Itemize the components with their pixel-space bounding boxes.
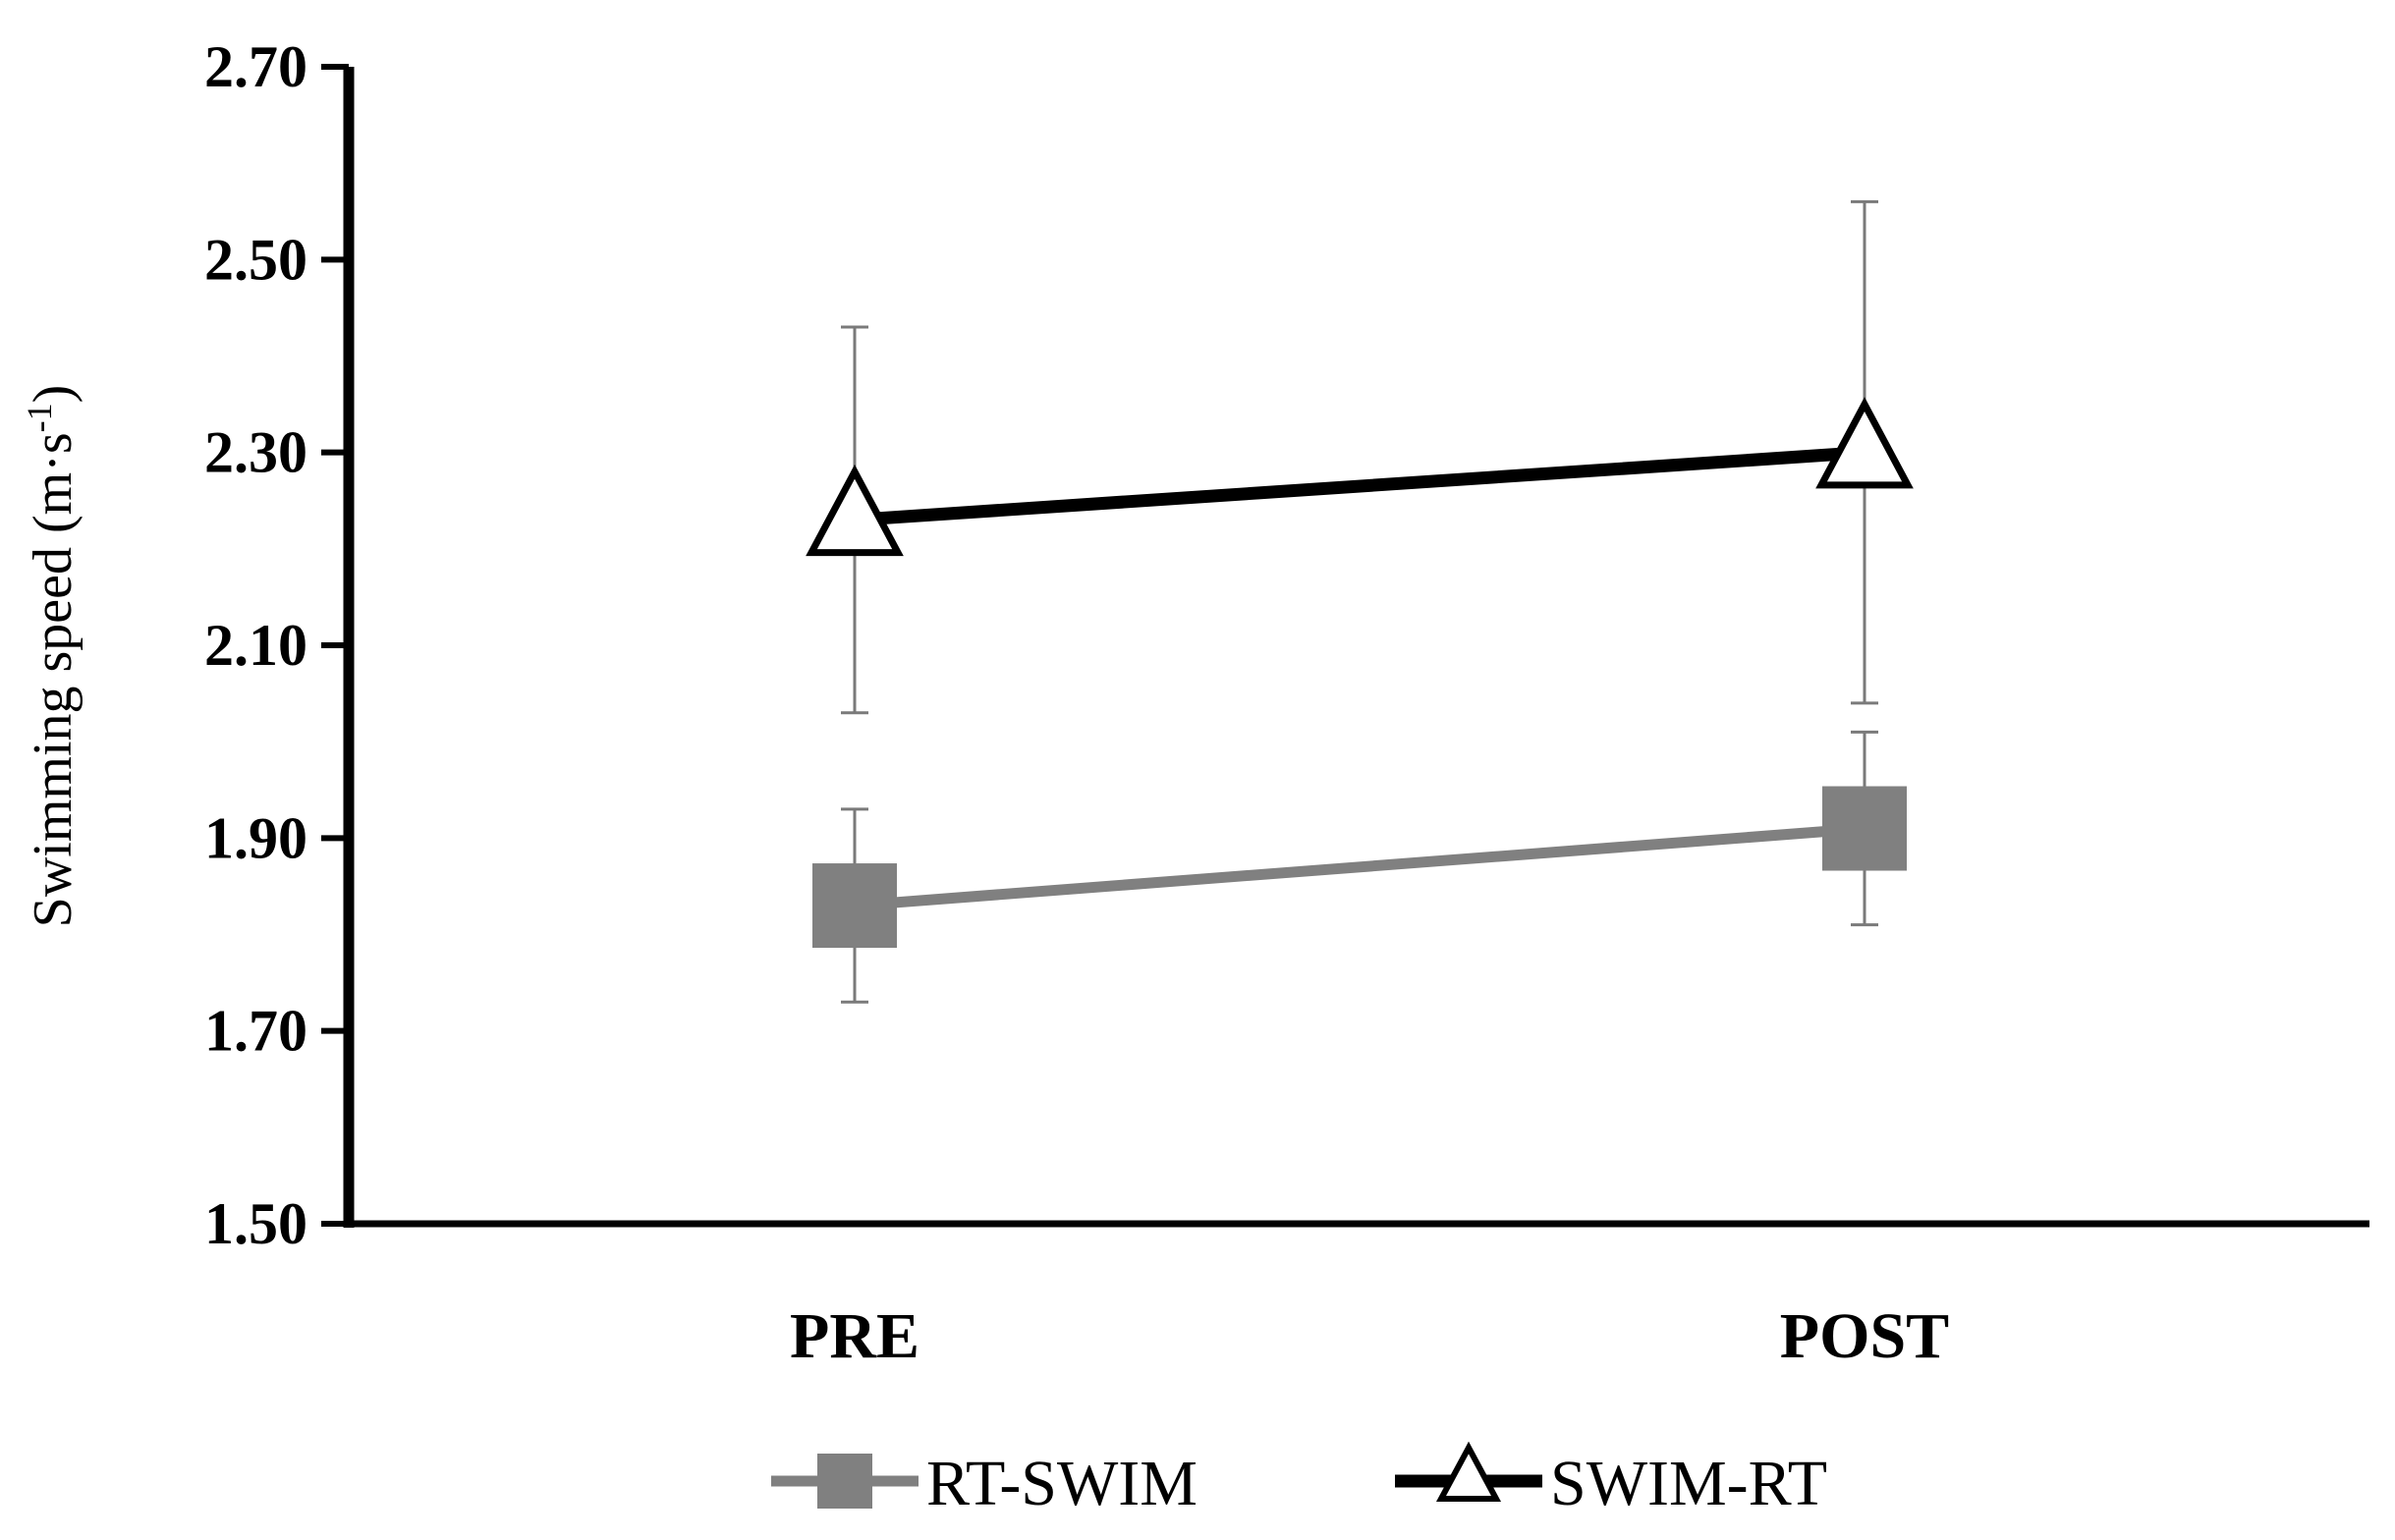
y-axis-ticks: 1.50 1.70 1.90 2.10 2.30 2.50 2.70 — [204, 34, 349, 1256]
legend-item-rt-swim: RT-SWIM — [771, 1448, 1198, 1519]
data-point-pre — [812, 863, 897, 949]
y-tick-label: 2.10 — [204, 613, 307, 678]
series-line — [849, 823, 1870, 911]
x-category-label: POST — [1780, 1300, 1949, 1372]
y-axis-title-close: ) — [23, 385, 84, 404]
y-tick-label: 1.90 — [204, 805, 307, 870]
legend-triangle-icon — [1435, 1441, 1502, 1502]
y-tick-label: 2.50 — [204, 227, 307, 292]
y-tick-label: 2.70 — [204, 34, 307, 99]
y-axis-title-text: Swimming speed (m·s — [23, 432, 84, 927]
axes — [343, 67, 2369, 1228]
series-swim-rt — [806, 199, 1914, 715]
plot-area — [806, 199, 1914, 1004]
x-axis-categories: PRE POST — [790, 1300, 1949, 1372]
legend-square-icon — [817, 1454, 872, 1509]
data-point-post — [1815, 397, 1914, 489]
x-category-label: PRE — [790, 1300, 919, 1372]
legend: RT-SWIM SWIM-RT — [771, 1441, 1827, 1519]
y-axis-title: Swimming speed (m·s-1) — [20, 385, 84, 928]
data-point-pre — [806, 464, 904, 557]
series-line — [848, 446, 1871, 526]
legend-label: SWIM-RT — [1550, 1448, 1827, 1519]
y-tick-label: 1.70 — [204, 999, 307, 1064]
legend-item-swim-rt: SWIM-RT — [1395, 1441, 1827, 1519]
y-tick-label: 1.50 — [204, 1191, 307, 1256]
y-axis-title-superscript: -1 — [20, 403, 59, 432]
data-point-post — [1822, 786, 1907, 871]
legend-label: RT-SWIM — [926, 1448, 1198, 1519]
series-rt-swim — [812, 730, 1907, 1004]
y-tick-label: 2.30 — [204, 420, 307, 485]
